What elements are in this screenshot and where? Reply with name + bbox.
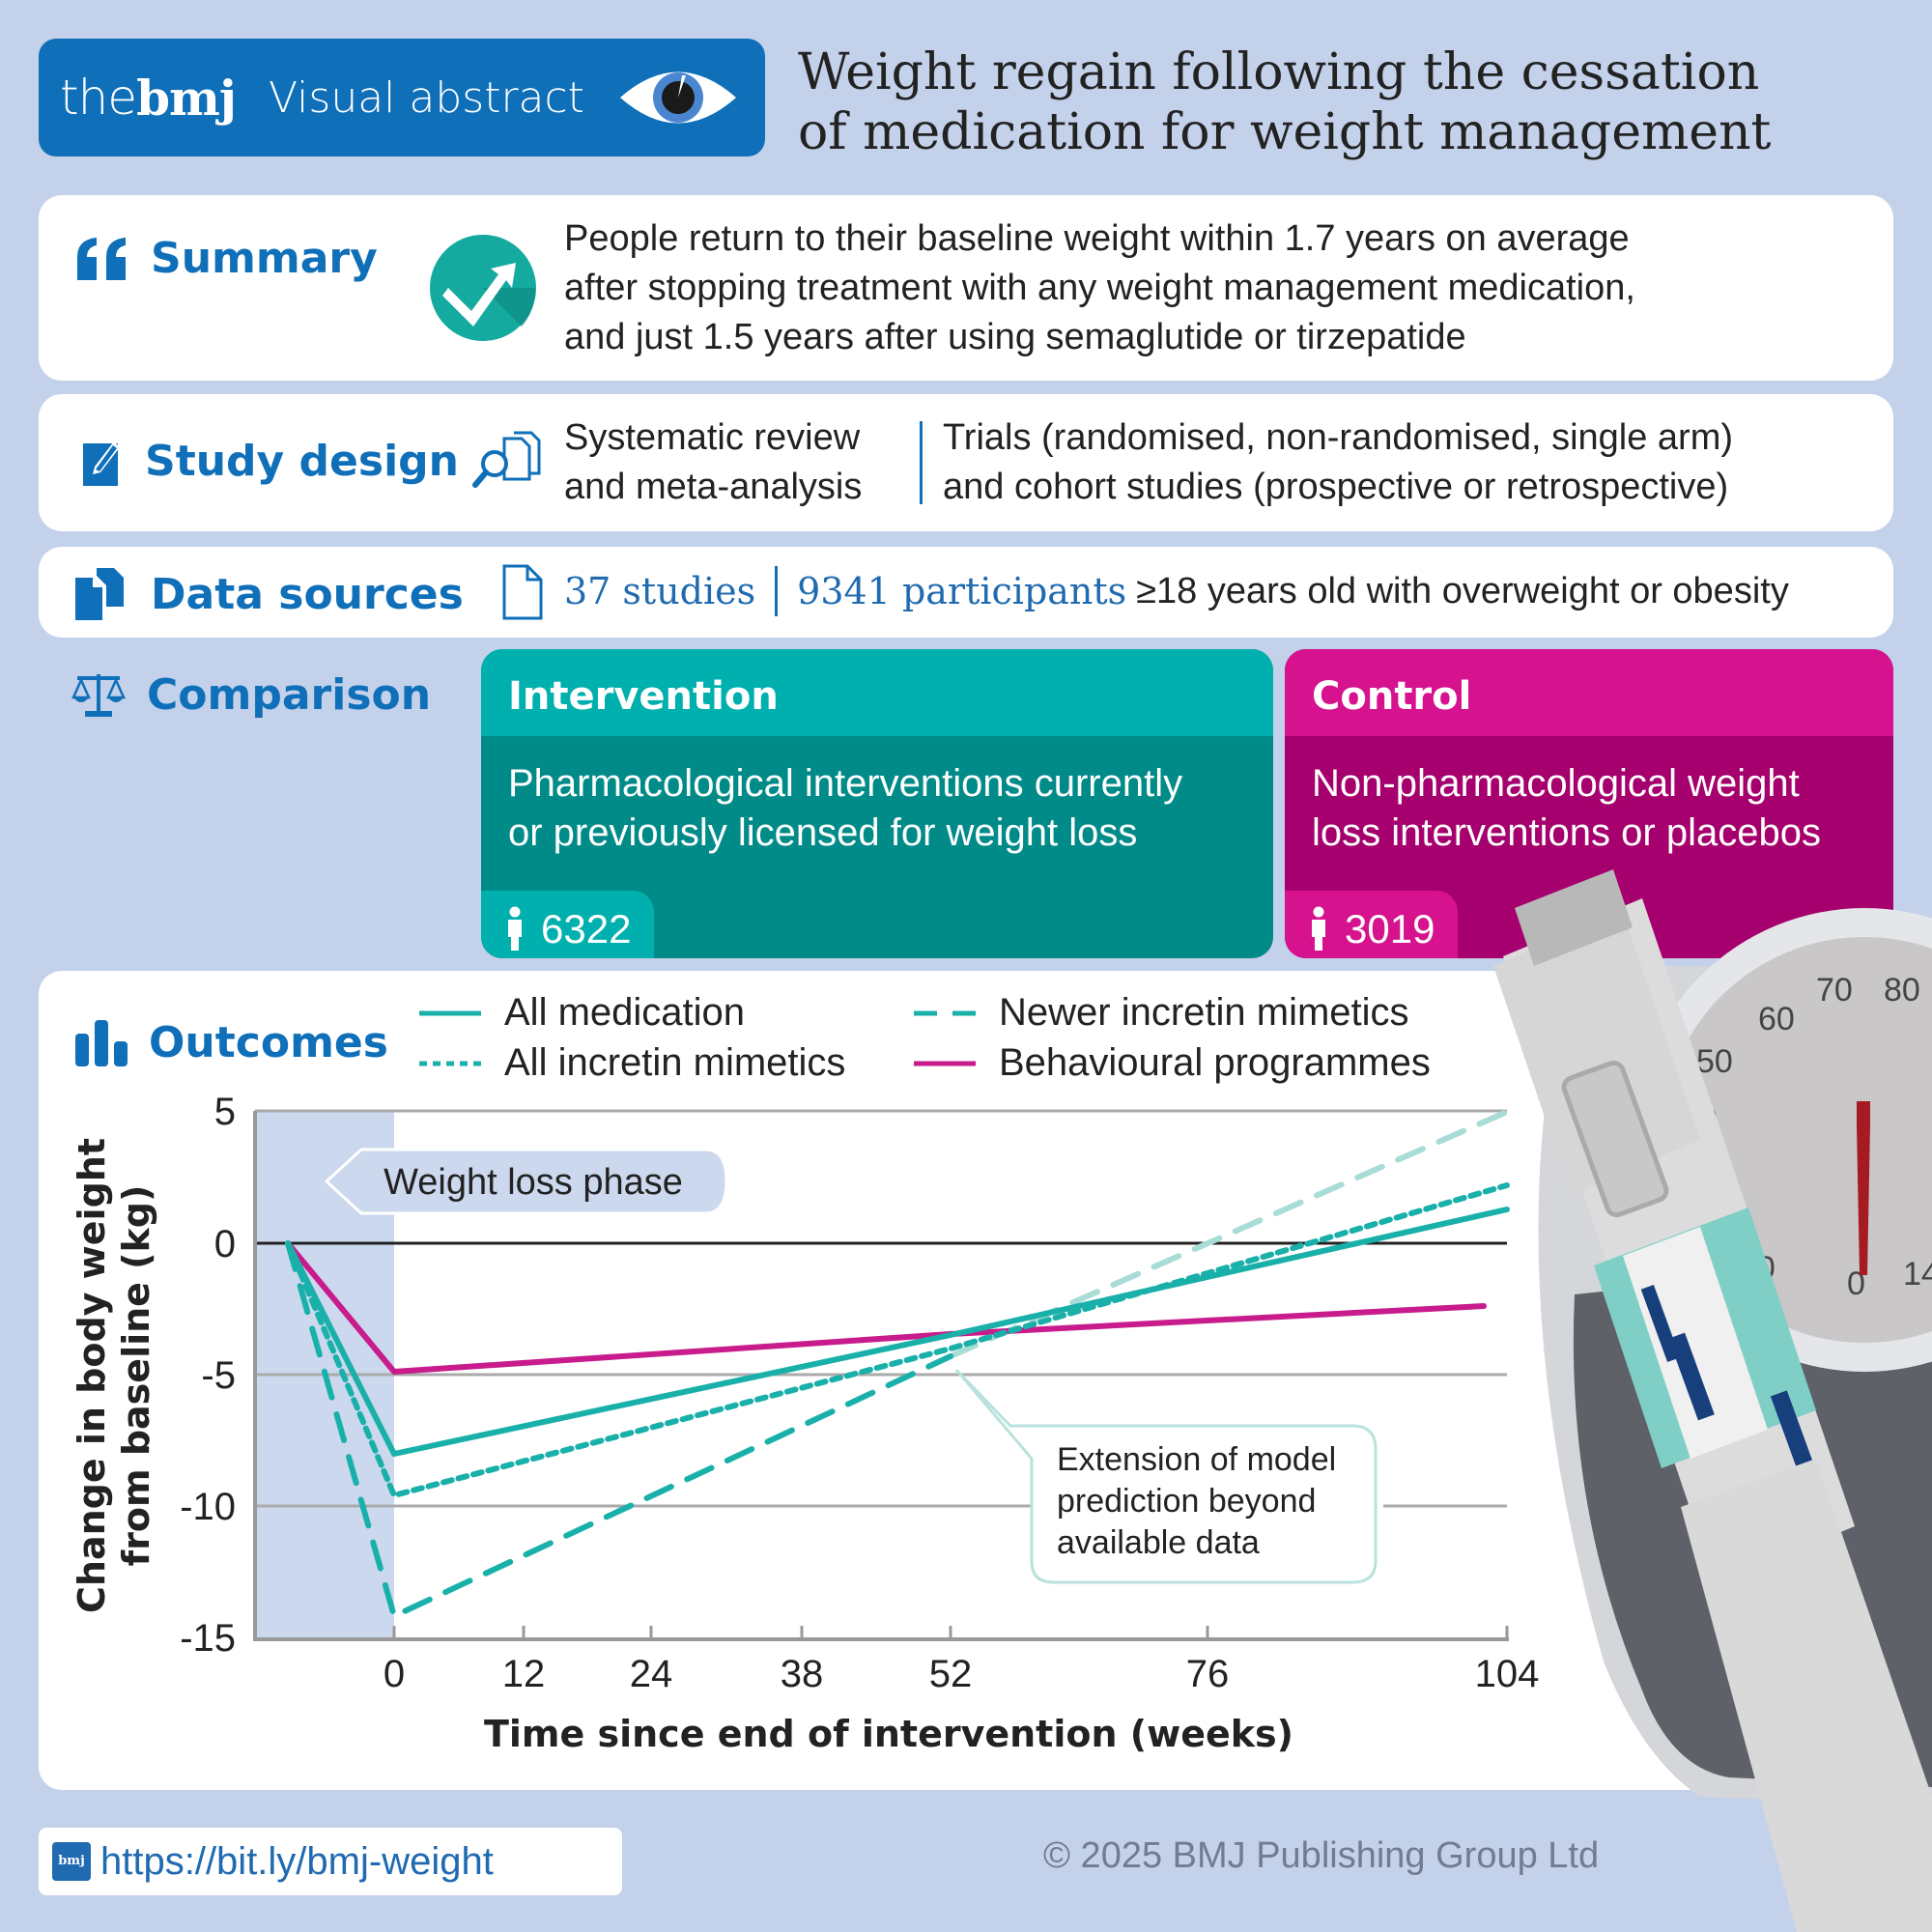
article-link[interactable]: bmj https://bit.ly/bmj-weight <box>39 1828 622 1895</box>
brand-bmj: bmj <box>136 69 237 127</box>
legend-behavioural: Behavioural programmes <box>914 1041 1431 1085</box>
balance-scale-icon <box>71 673 126 717</box>
study-design-panel: Study design Systematic review and meta-… <box>39 394 1893 531</box>
visual-abstract-label: Visual abstract <box>269 72 584 123</box>
intervention-line: Pharmacological interventions currently <box>508 762 1183 805</box>
control-line: loss interventions or placebos <box>1312 811 1821 854</box>
comparison-label: Comparison <box>71 670 431 720</box>
documents-icon <box>75 568 124 620</box>
control-box: Control Non-pharmacological weight loss … <box>1285 649 1893 958</box>
pencil-edit-icon <box>83 440 120 486</box>
population-text: ≥18 years old with overweight or obesity <box>1136 570 1789 611</box>
design-type-text: Systematic review and meta-analysis <box>564 413 862 512</box>
bar-chart-icon <box>75 1019 128 1066</box>
intervention-box: Intervention Pharmacological interventio… <box>481 649 1273 958</box>
studies-count: 37 studies <box>564 569 756 612</box>
bmj-logo-icon: bmj <box>52 1842 91 1881</box>
divider <box>775 566 779 616</box>
person-icon <box>508 906 522 951</box>
participants-count: 9341 participants <box>797 569 1127 612</box>
study-design-label-text: Study design <box>145 437 459 486</box>
quote-icon <box>77 237 126 280</box>
legend-line-solid <box>419 1010 481 1015</box>
design-type-line: Systematic review <box>564 417 861 458</box>
design-type-line: and meta-analysis <box>564 467 863 507</box>
legend-all-incretin: All incretin mimetics <box>419 1041 845 1085</box>
design-studies-text: Trials (randomised, non-randomised, sing… <box>943 413 1733 512</box>
svg-text:14: 14 <box>1903 1256 1932 1293</box>
legend-label: Newer incretin mimetics <box>999 991 1409 1034</box>
design-studies-line: Trials (randomised, non-randomised, sing… <box>943 417 1734 458</box>
bmj-visual-abstract-badge: the bmj Visual abstract <box>39 39 765 156</box>
intervention-line: or previously licensed for weight loss <box>508 811 1138 854</box>
legend-label: All medication <box>504 991 746 1034</box>
legend-line-dotted <box>419 1061 481 1065</box>
control-count-badge: 3019 <box>1285 891 1459 958</box>
brand-the: the <box>60 70 137 126</box>
data-sources-label: Data sources <box>75 568 464 620</box>
outcomes-label-text: Outcomes <box>149 1018 388 1067</box>
legend-line-magenta <box>914 1061 976 1065</box>
summary-label: Summary <box>75 234 378 283</box>
title-line-1: Weight regain following the cessation <box>798 43 1760 101</box>
control-description: Non-pharmacological weight loss interven… <box>1285 736 1893 958</box>
comparison-label-text: Comparison <box>147 670 432 720</box>
legend-line-dashed <box>914 1010 976 1015</box>
data-sources-label-text: Data sources <box>151 569 464 619</box>
summary-line: People return to their baseline weight w… <box>564 218 1630 259</box>
intervention-description: Pharmacological interventions currently … <box>481 736 1273 958</box>
summary-text: People return to their baseline weight w… <box>564 214 1635 362</box>
title-line-2: of medication for weight management <box>798 103 1772 161</box>
divider <box>920 421 923 504</box>
document-search-icon <box>472 431 541 488</box>
article-url[interactable]: https://bit.ly/bmj-weight <box>100 1839 494 1883</box>
legend-label: All incretin mimetics <box>504 1041 846 1084</box>
summary-line: after stopping treatment with any weight… <box>564 268 1635 308</box>
data-sources-panel: Data sources 37 studies 9341 participant… <box>39 547 1893 638</box>
legend-all-medication: All medication <box>419 991 745 1035</box>
data-sources-text: 37 studies 9341 participants ≥18 years o… <box>564 566 1789 616</box>
summary-panel: Summary People return to their baseline … <box>39 195 1893 381</box>
eye-icon <box>620 71 736 124</box>
document-icon <box>502 564 543 620</box>
outcomes-label: Outcomes <box>75 1018 388 1067</box>
intervention-count: 6322 <box>541 905 632 952</box>
design-studies-line: and cohort studies (prospective or retro… <box>943 467 1729 507</box>
summary-label-text: Summary <box>151 234 378 283</box>
control-count: 3019 <box>1345 905 1435 952</box>
intervention-title: Intervention <box>481 649 1273 736</box>
summary-line: and just 1.5 years after using semagluti… <box>564 317 1466 357</box>
study-design-label: Study design <box>83 437 459 486</box>
page-title: Weight regain following the cessation of… <box>798 43 1918 162</box>
weight-regain-trend-icon <box>430 235 536 341</box>
control-line: Non-pharmacological weight <box>1312 762 1800 805</box>
control-title: Control <box>1285 649 1893 736</box>
person-icon <box>1312 906 1325 951</box>
outcomes-panel <box>39 971 1893 1790</box>
intervention-count-badge: 6322 <box>481 891 655 958</box>
legend-newer-incretin: Newer incretin mimetics <box>914 991 1409 1035</box>
copyright-text: © 2025 BMJ Publishing Group Ltd <box>1043 1835 1600 1876</box>
legend-label: Behavioural programmes <box>999 1041 1431 1084</box>
